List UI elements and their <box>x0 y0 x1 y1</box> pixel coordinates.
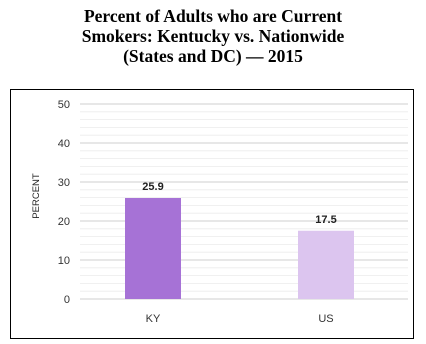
y-tick-label-20: 20 <box>58 216 70 228</box>
chart-frame <box>10 89 414 339</box>
data-labels: 25.9 17.5 <box>142 181 336 226</box>
chart-title: Percent of Adults who are Current Smoker… <box>0 6 426 66</box>
chart-title-line-2: Smokers: Kentucky vs. Nationwide <box>81 26 345 46</box>
y-tick-label-50: 50 <box>58 99 70 111</box>
y-tick-label-40: 40 <box>58 138 70 150</box>
y-axis-label: PERCENT <box>31 173 42 219</box>
bar-us <box>298 230 354 299</box>
chart-title-line-3: (States and DC) — 2015 <box>123 46 303 66</box>
x-tick-label-us: US <box>318 313 333 325</box>
x-axis-ticks: KY US <box>146 313 334 325</box>
data-label-ky: 25.9 <box>142 181 163 193</box>
y-axis-ticks: 0 10 20 30 40 50 <box>58 99 70 306</box>
data-label-us: 17.5 <box>315 214 336 226</box>
x-tick-label-ky: KY <box>146 313 161 325</box>
bar-ky <box>125 197 181 299</box>
chart-title-line-1: Percent of Adults who are Current <box>83 6 343 26</box>
bars <box>125 197 354 299</box>
y-tick-label-0: 0 <box>64 294 70 306</box>
y-tick-label-30: 30 <box>58 177 70 189</box>
y-tick-label-10: 10 <box>58 255 70 267</box>
